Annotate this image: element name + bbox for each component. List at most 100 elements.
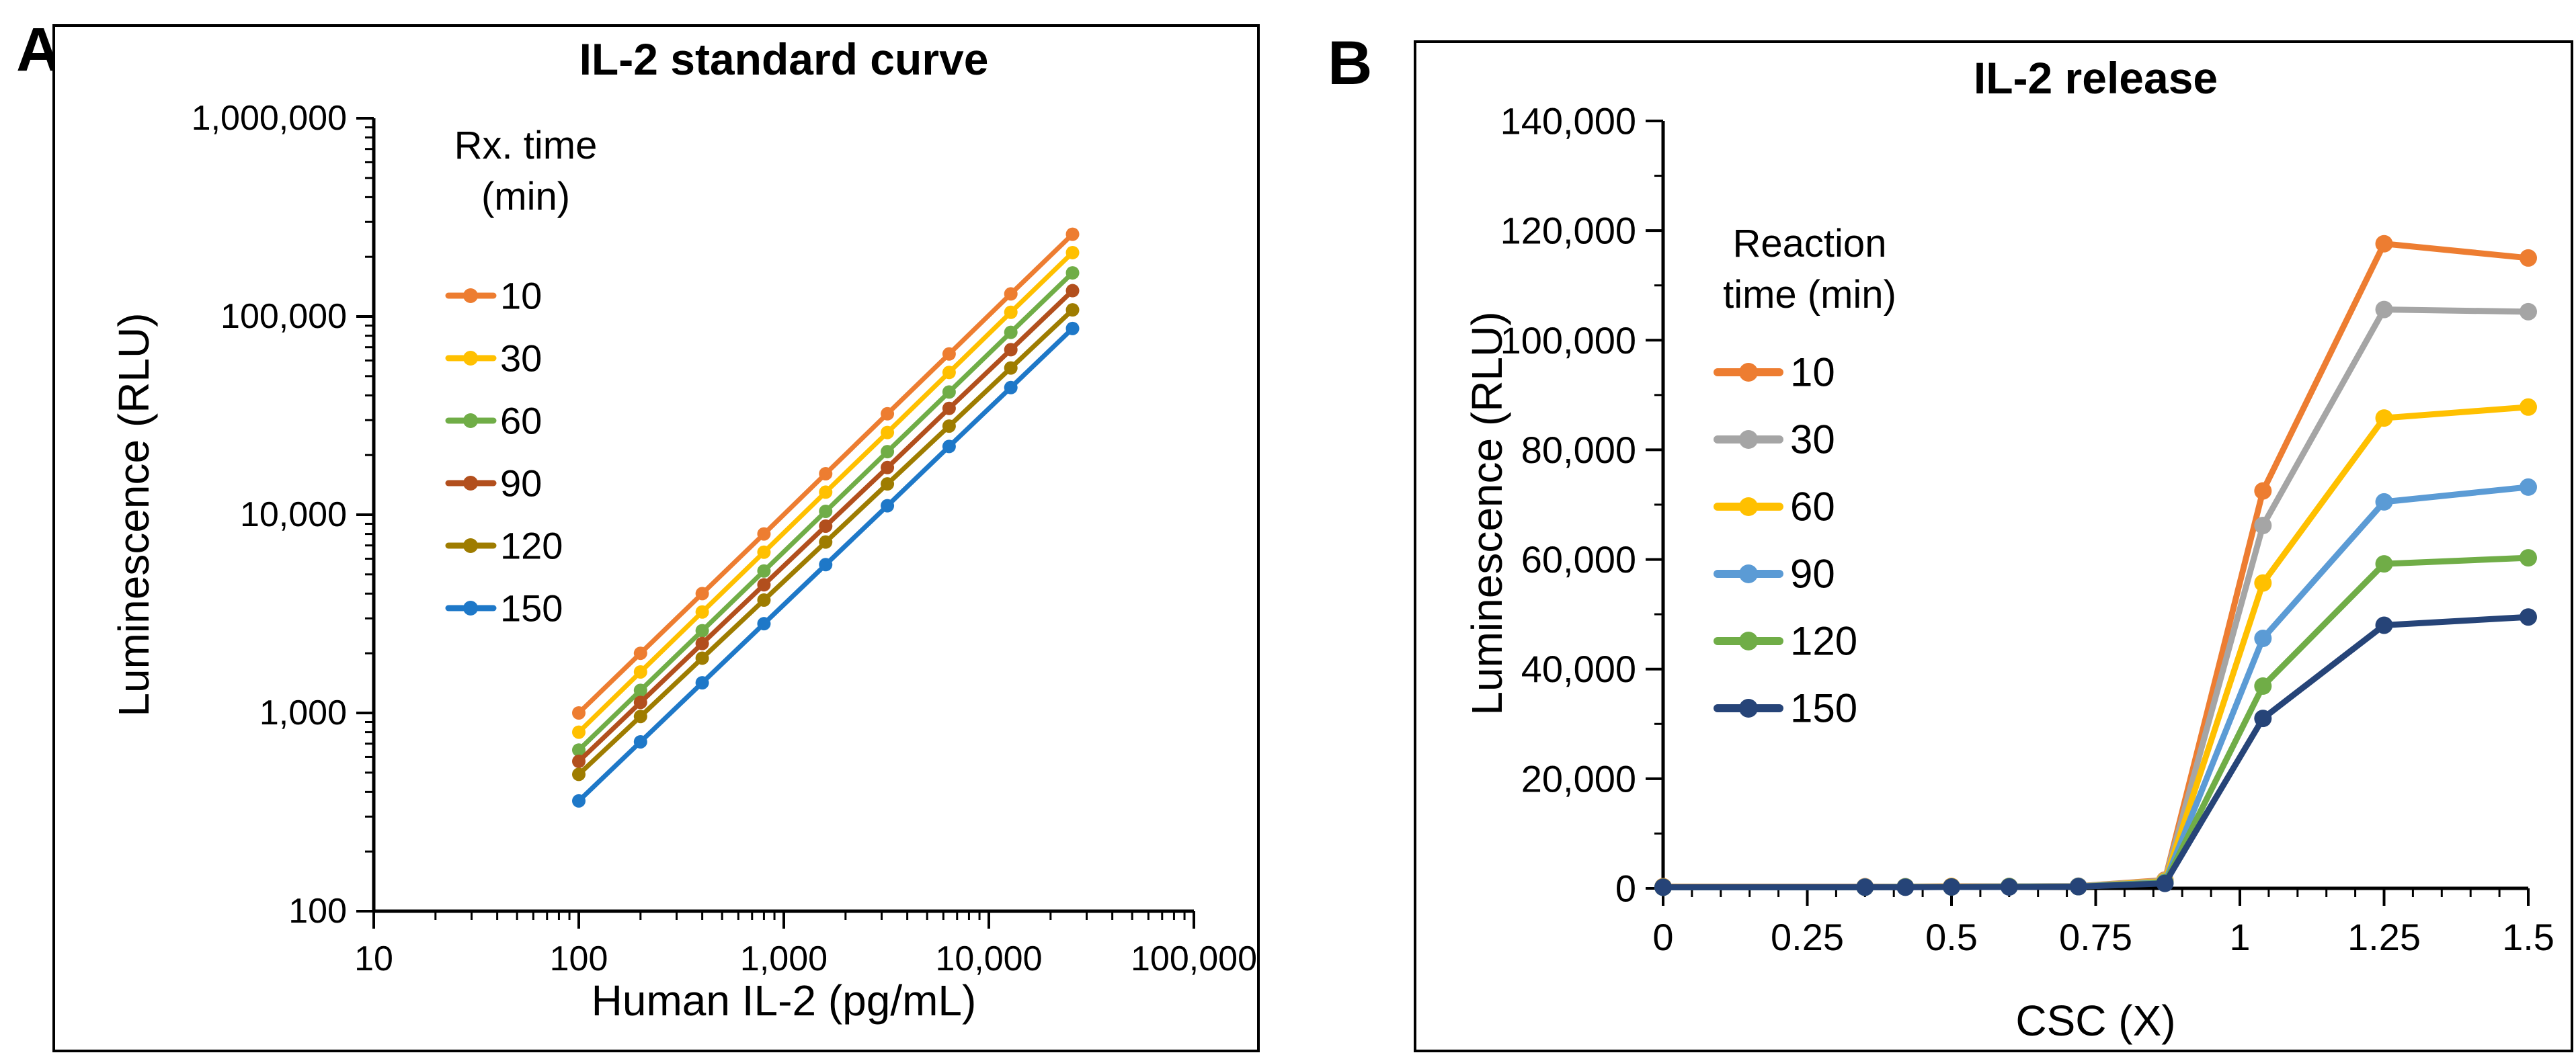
legend-label-30: 30 — [500, 337, 542, 380]
series-point-150 — [1943, 878, 1960, 896]
series-point-60 — [2520, 398, 2537, 416]
series-point-10 — [1004, 287, 1018, 301]
series-point-150 — [1856, 878, 1874, 896]
legend-label-60: 60 — [1790, 484, 1835, 530]
series-point-30 — [942, 366, 956, 380]
chart-canvas-release: 0 0.25 0.5 0.75 1 1.25 1.5 0 20,000 40,000 60,000 8… — [1500, 100, 2554, 959]
legend-swatch-marker — [463, 413, 478, 428]
series-point-150 — [2375, 616, 2393, 634]
x-tick-label: 0 — [1652, 916, 1673, 958]
series-point-30 — [819, 485, 833, 499]
x-axis-title-b: CSC (X) — [2015, 997, 2176, 1045]
series-point-150 — [1065, 321, 1080, 335]
series-point-90 — [1065, 284, 1080, 298]
series-point-150 — [633, 734, 647, 749]
series-point-90 — [819, 519, 833, 533]
series-point-90 — [1004, 343, 1018, 357]
series-point-150 — [757, 617, 771, 631]
panel-release: IL-2 release Luminescence (RLU) CSC (X) … — [1414, 40, 2573, 1052]
chart-title-standard-curve: IL-2 standard curve — [579, 34, 989, 84]
series-point-150 — [942, 439, 956, 454]
legend-swatch-marker — [1739, 497, 1758, 516]
series-point-120 — [881, 477, 895, 491]
series-point-30 — [2520, 302, 2537, 321]
y-tick-label: 100 — [288, 892, 347, 931]
series-point-120 — [2254, 677, 2272, 695]
legend-label-60: 60 — [500, 400, 542, 442]
y-tick-label: 1,000 — [259, 693, 347, 732]
legend-label-120: 120 — [1790, 619, 1857, 664]
series-point-90 — [2254, 630, 2272, 648]
legend-swatch-marker — [1739, 363, 1758, 382]
series-line-150 — [1660, 614, 2532, 890]
legend-title: Rx. time — [454, 124, 598, 167]
series-point-60 — [1004, 325, 1018, 339]
legend-label-120: 120 — [500, 525, 563, 567]
series-point-150 — [2000, 878, 2018, 896]
series-point-150 — [2069, 878, 2087, 896]
series-point-10 — [942, 347, 956, 361]
x-tick-label: 10,000 — [935, 939, 1042, 978]
x-axis-title-a: Human IL-2 (pg/mL) — [591, 976, 977, 1025]
series-point-120 — [633, 710, 647, 724]
legend-label-150: 150 — [1790, 686, 1857, 731]
series-point-30 — [1065, 245, 1080, 259]
series-point-10 — [633, 646, 647, 661]
series-point-150 — [881, 499, 895, 513]
series-point-150 — [1004, 380, 1018, 394]
series-point-30 — [2254, 516, 2272, 534]
y-tick-label: 120,000 — [1500, 210, 1636, 252]
series-point-10 — [1065, 227, 1080, 241]
legend-swatch-marker — [463, 288, 478, 303]
y-tick-label: 0 — [1615, 868, 1636, 910]
legend-title: (min) — [481, 175, 570, 218]
series-line-30 — [1660, 306, 2532, 890]
series-point-10 — [2520, 249, 2537, 267]
series-point-90 — [2520, 478, 2537, 496]
y-tick-label: 100,000 — [220, 297, 347, 336]
series-point-120 — [2375, 555, 2393, 573]
legend-swatch-marker — [463, 538, 478, 553]
series-point-150 — [2520, 608, 2537, 626]
legend-label-90: 90 — [500, 462, 542, 505]
series-point-60 — [572, 743, 586, 757]
series-point-150 — [572, 794, 586, 808]
series-point-30 — [2375, 300, 2393, 319]
x-tick-label: 100,000 — [1131, 939, 1257, 978]
series-point-90 — [881, 460, 895, 474]
series-point-30 — [881, 425, 895, 439]
chart-canvas-standard-curve: 10 100 1,000 10,000 100,0001001,00010,000100… — [192, 99, 1257, 978]
legend-label-90: 90 — [1790, 552, 1835, 597]
series-point-10 — [2254, 482, 2272, 500]
x-tick-label: 0.75 — [2059, 916, 2132, 958]
x-tick-label: 100 — [550, 939, 608, 978]
y-tick-label: 40,000 — [1521, 648, 1636, 690]
series-point-60 — [1065, 266, 1080, 280]
series-point-10 — [695, 587, 709, 601]
y-tick-label: 60,000 — [1521, 538, 1636, 581]
series-point-120 — [1004, 361, 1018, 375]
legend-swatch-marker — [463, 476, 478, 491]
series-point-120 — [942, 419, 956, 433]
series-point-10 — [881, 407, 895, 421]
y-tick-label: 10,000 — [240, 495, 347, 534]
series-point-60 — [633, 683, 647, 697]
series-point-30 — [1004, 305, 1018, 319]
series-point-60 — [881, 445, 895, 459]
x-tick-label: 0.5 — [1925, 916, 1978, 958]
x-tick-label: 1.25 — [2347, 916, 2421, 958]
series-point-120 — [1065, 303, 1080, 317]
series-point-90 — [633, 695, 647, 710]
series-point-60 — [757, 564, 771, 578]
series-point-60 — [695, 624, 709, 638]
legend-label-30: 30 — [1790, 417, 1835, 462]
series-point-90 — [757, 578, 771, 592]
series-point-60 — [819, 504, 833, 518]
x-tick-label: 10 — [354, 939, 393, 978]
series-point-120 — [695, 651, 709, 665]
panel-standard-curve: IL-2 standard curve Luminescence (RLU) H… — [52, 24, 1260, 1052]
legend-swatch-marker — [1739, 632, 1758, 650]
legend-swatch-marker — [1739, 564, 1758, 583]
series-point-10 — [757, 527, 771, 541]
x-tick-label: 1,000 — [740, 939, 828, 978]
